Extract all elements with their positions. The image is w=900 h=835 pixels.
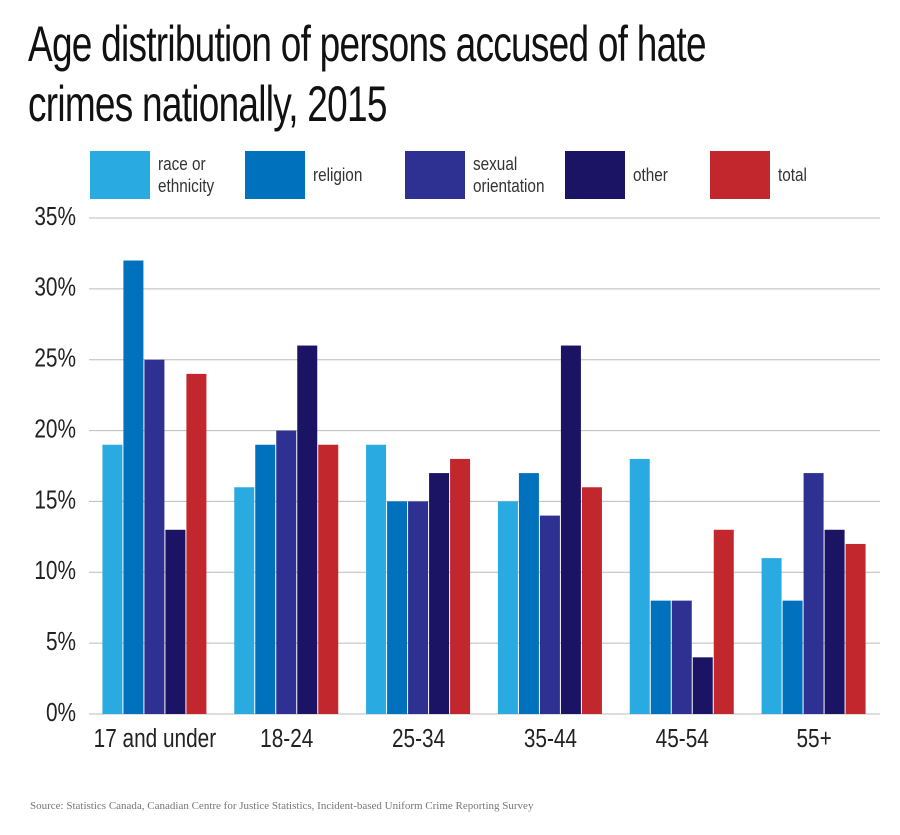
- y-tick-label: 20%: [34, 414, 76, 443]
- bar: [671, 600, 692, 714]
- bar: [144, 359, 165, 714]
- y-tick-label: 5%: [46, 627, 76, 656]
- legend-label: total: [778, 165, 807, 185]
- bar: [366, 444, 387, 714]
- bar: [845, 543, 866, 714]
- bar: [824, 529, 845, 714]
- y-tick-label: 15%: [34, 485, 76, 514]
- bar: [255, 444, 276, 714]
- legend-label: religion: [313, 165, 363, 185]
- bar: [123, 260, 144, 714]
- bar: [497, 501, 518, 714]
- bar: [450, 458, 471, 714]
- bar: [318, 444, 339, 714]
- bar: [782, 600, 803, 714]
- bar: [186, 373, 207, 714]
- bar: [713, 529, 734, 714]
- legend: race or ethnicity religion sexual orientat…: [90, 150, 890, 202]
- bar: [429, 473, 450, 714]
- legend-swatch: [405, 151, 465, 199]
- y-tick-label: 30%: [34, 273, 76, 302]
- y-tick-label: 0%: [46, 698, 76, 727]
- legend-item: sexual orientation: [405, 150, 553, 200]
- bar: [276, 430, 297, 714]
- bar: [165, 529, 186, 714]
- bar: [297, 345, 318, 714]
- legend-label: other: [633, 165, 668, 185]
- bar: [408, 501, 429, 714]
- x-tick-label: 55+: [796, 724, 831, 753]
- bar: [234, 487, 255, 714]
- x-tick-label: 45-54: [656, 724, 709, 753]
- bar: [560, 345, 581, 714]
- bar: [692, 657, 713, 714]
- chart-title: Age distribution of persons accused of h…: [28, 16, 707, 132]
- x-tick-label: 25-34: [392, 724, 445, 753]
- bar: [803, 473, 824, 714]
- bar: [629, 458, 650, 714]
- bar: [102, 444, 123, 714]
- legend-label: race or ethnicity: [158, 154, 215, 196]
- source-note: Source: Statistics Canada, Canadian Cent…: [30, 800, 534, 812]
- bar: [650, 600, 671, 714]
- legend-swatch: [565, 151, 625, 199]
- y-tick-label: 10%: [34, 556, 76, 585]
- legend-item: race or ethnicity: [90, 150, 238, 200]
- bar: [539, 515, 560, 714]
- bar: [518, 473, 539, 714]
- chart: 0% 5% 10% 15% 20% 25% 30% 35% 17 and under 18-24 2…: [34, 202, 880, 753]
- x-tick-label: 18-24: [260, 724, 313, 753]
- legend-item: other: [565, 150, 713, 200]
- y-tick-label: 35%: [34, 202, 76, 231]
- x-tick-label: 35-44: [524, 724, 577, 753]
- legend-swatch: [710, 151, 770, 199]
- legend-item: religion: [245, 150, 393, 200]
- y-tick-label: 25%: [34, 343, 76, 372]
- x-tick-label: 17 and under: [94, 724, 217, 753]
- legend-item: total: [710, 150, 858, 200]
- legend-swatch: [90, 151, 150, 199]
- legend-swatch: [245, 151, 305, 199]
- bar: [761, 558, 782, 714]
- bar: [581, 487, 602, 714]
- legend-label: sexual orientation: [473, 154, 545, 196]
- bar: [387, 501, 408, 714]
